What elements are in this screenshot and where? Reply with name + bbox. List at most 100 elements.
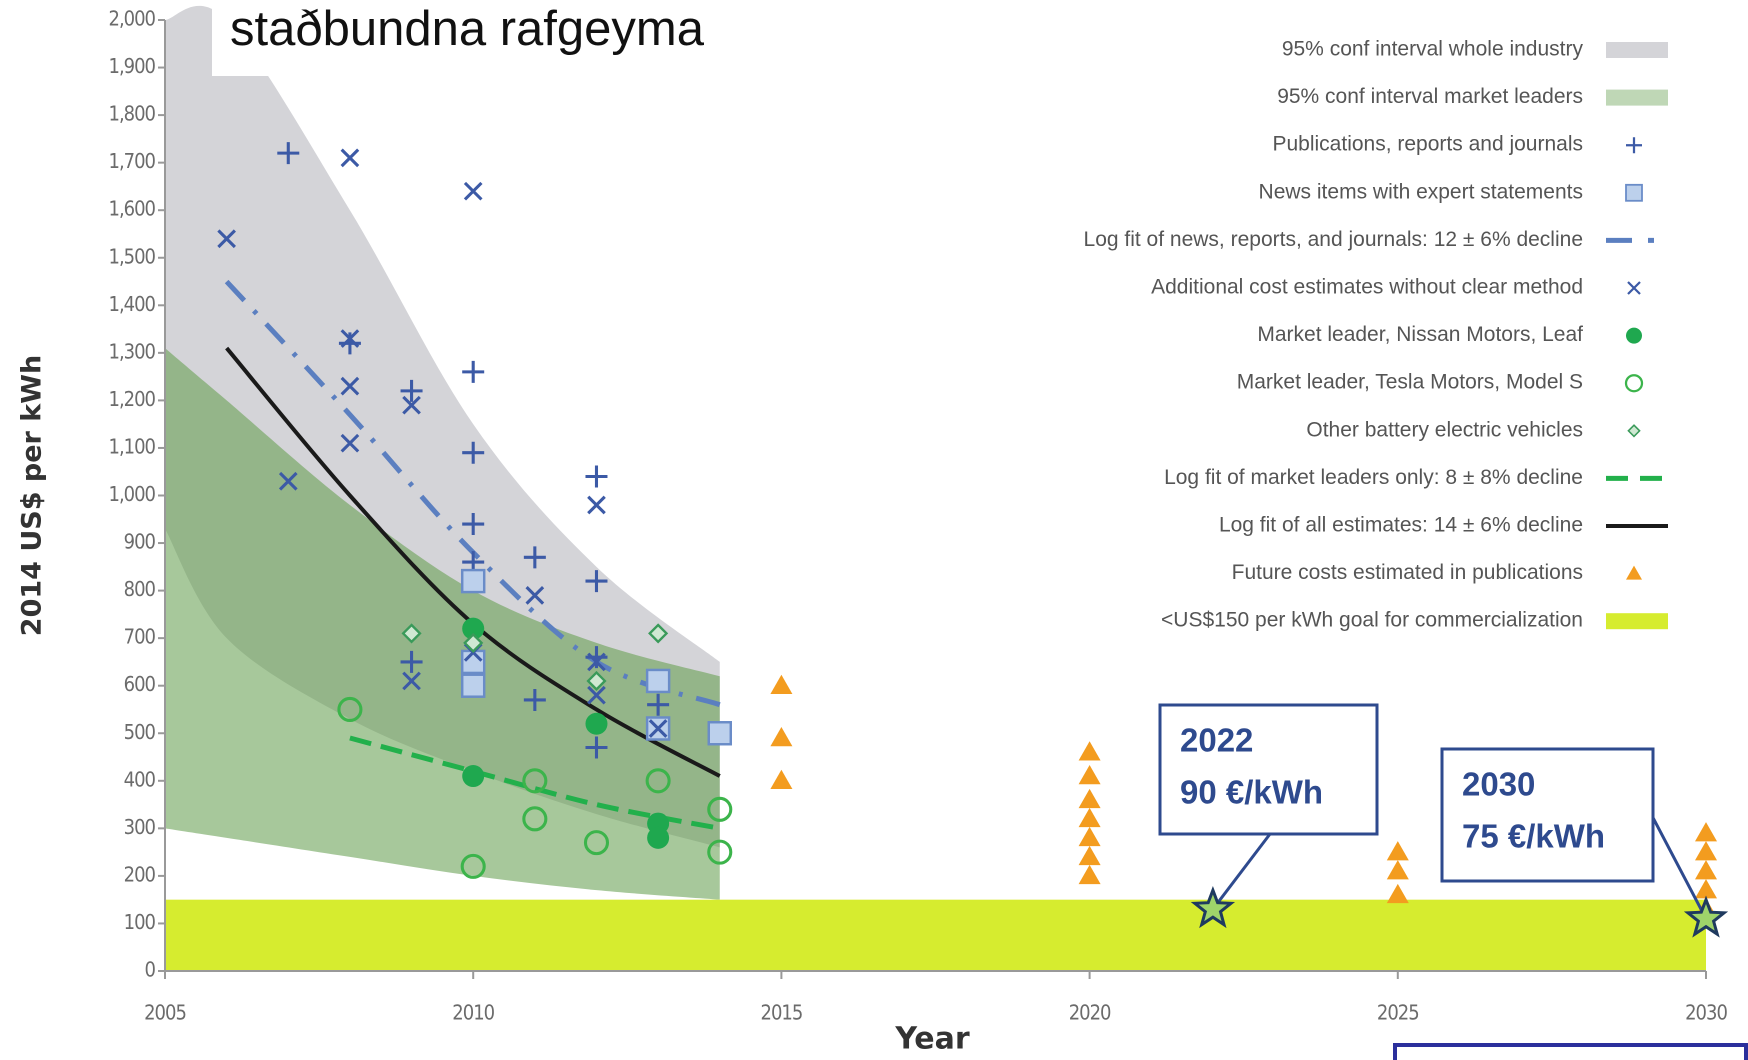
diamond-marker — [401, 623, 422, 644]
diamond-marker — [1627, 424, 1641, 438]
plus-marker — [585, 736, 608, 759]
triangle-marker — [1078, 765, 1101, 785]
legend-label: Log fit of news, reports, and journals: … — [1084, 228, 1583, 251]
legend-label: Log fit of market leaders only: 8 ± 8% d… — [1164, 466, 1583, 489]
plus-marker — [585, 465, 608, 488]
square-marker — [460, 673, 486, 698]
y-tick-label: 1,200 — [109, 387, 156, 411]
cross-marker — [340, 329, 360, 348]
legend-label: Market leader, Nissan Motors, Leaf — [1257, 323, 1583, 346]
triangle-marker — [1386, 860, 1409, 880]
cross-marker — [1627, 281, 1641, 295]
triangle-marker — [1078, 741, 1101, 761]
chart-title: staðbundna rafgeyma — [230, 2, 705, 56]
triangle-marker — [1695, 860, 1717, 880]
y-tick-label: 900 — [124, 530, 156, 554]
legend-swatch — [1606, 89, 1668, 106]
y-tick-label: 500 — [124, 720, 156, 744]
y-tick-label: 1,000 — [109, 482, 156, 506]
cross-marker — [525, 586, 545, 605]
triangle-marker — [1386, 883, 1409, 904]
triangle-marker — [1695, 879, 1717, 899]
y-tick-label: 1,400 — [109, 292, 156, 316]
circle-marker — [583, 830, 610, 856]
circle-marker — [707, 796, 733, 822]
triangle-marker — [1078, 864, 1101, 885]
cross-marker — [402, 671, 421, 691]
square-marker — [1625, 183, 1643, 202]
legend-label: Additional cost estimates without clear … — [1151, 276, 1583, 299]
triangle-marker — [1695, 822, 1717, 842]
legend-swatch — [1606, 42, 1668, 58]
triangle-marker — [1078, 826, 1101, 847]
x-tick-label: 2015 — [761, 1001, 803, 1025]
dot-marker — [1626, 327, 1642, 344]
y-tick-label: 1,600 — [109, 197, 156, 221]
legend-label: News items with expert statements — [1259, 180, 1583, 203]
triangle-marker — [1386, 841, 1409, 861]
x-tick-label: 2030 — [1685, 1001, 1727, 1025]
plus-marker — [400, 379, 423, 402]
x-tick-label: 2020 — [1069, 1001, 1111, 1025]
plus-marker — [647, 693, 670, 716]
plus-marker — [462, 513, 485, 536]
y-axis-label: 2014 US$ per kWh — [17, 355, 48, 636]
dot-marker — [462, 617, 485, 640]
y-tick-label: 600 — [124, 672, 156, 696]
title-box — [212, 0, 862, 76]
circle-marker — [522, 768, 548, 794]
circle-marker — [522, 806, 548, 832]
y-tick-label: 2,000 — [109, 7, 156, 31]
cross-marker — [278, 471, 298, 491]
y-tick-label: 1,800 — [109, 102, 156, 126]
y-tick-label: 700 — [124, 625, 156, 649]
legend-label: Market leader, Tesla Motors, Model S — [1237, 371, 1583, 394]
triangle-marker — [770, 727, 793, 747]
y-tick-label: 1,900 — [109, 54, 156, 78]
y-tick-label: 400 — [124, 767, 156, 791]
annotation-box — [1158, 703, 1379, 836]
legend-label: Publications, reports and journals — [1272, 133, 1583, 156]
annotation-price: 75 €/kWh — [1462, 818, 1605, 855]
legend-label: <US$150 per kWh goal for commercializati… — [1161, 609, 1583, 632]
annotation-year: 2022 — [1180, 722, 1253, 759]
cross-marker — [587, 652, 606, 672]
legend-swatch — [1606, 613, 1668, 630]
circle-marker — [460, 853, 486, 879]
fit-line — [224, 279, 721, 708]
cross-marker — [463, 181, 483, 201]
cross-marker — [648, 719, 668, 738]
cross-marker — [340, 433, 360, 453]
circle-marker — [337, 696, 363, 723]
y-tick-label: 300 — [124, 815, 156, 839]
legend-label: Other battery electric vehicles — [1306, 418, 1583, 441]
cross-marker — [340, 148, 360, 168]
diamond-marker — [648, 623, 669, 644]
square-marker — [707, 721, 732, 746]
y-tick-label: 1,300 — [109, 339, 156, 363]
plus-marker — [277, 142, 300, 165]
y-tick-label: 1,100 — [109, 434, 156, 458]
triangle-marker — [770, 769, 793, 790]
plus-marker — [462, 360, 485, 383]
circle-marker — [645, 768, 671, 794]
legend-label: 95% conf interval market leaders — [1277, 85, 1583, 108]
square-marker — [460, 568, 486, 594]
triangle-marker — [1078, 845, 1101, 866]
cross-marker — [587, 495, 606, 515]
circle-marker — [707, 839, 733, 865]
legend-label: Log fit of all estimates: 14 ± 6% declin… — [1219, 514, 1583, 537]
y-tick-label: 0 — [145, 958, 156, 982]
partial-box — [1393, 1043, 1748, 1060]
y-tick-label: 800 — [124, 577, 156, 601]
target-star — [1683, 895, 1729, 938]
plus-marker — [585, 570, 608, 593]
dot-marker — [462, 765, 485, 788]
plus-marker — [523, 688, 546, 711]
goal-band — [165, 899, 1706, 971]
x-tick-label: 2005 — [144, 1001, 186, 1025]
plus-marker — [523, 546, 546, 569]
triangle-marker — [1695, 841, 1717, 861]
triangle-marker — [1626, 565, 1642, 580]
